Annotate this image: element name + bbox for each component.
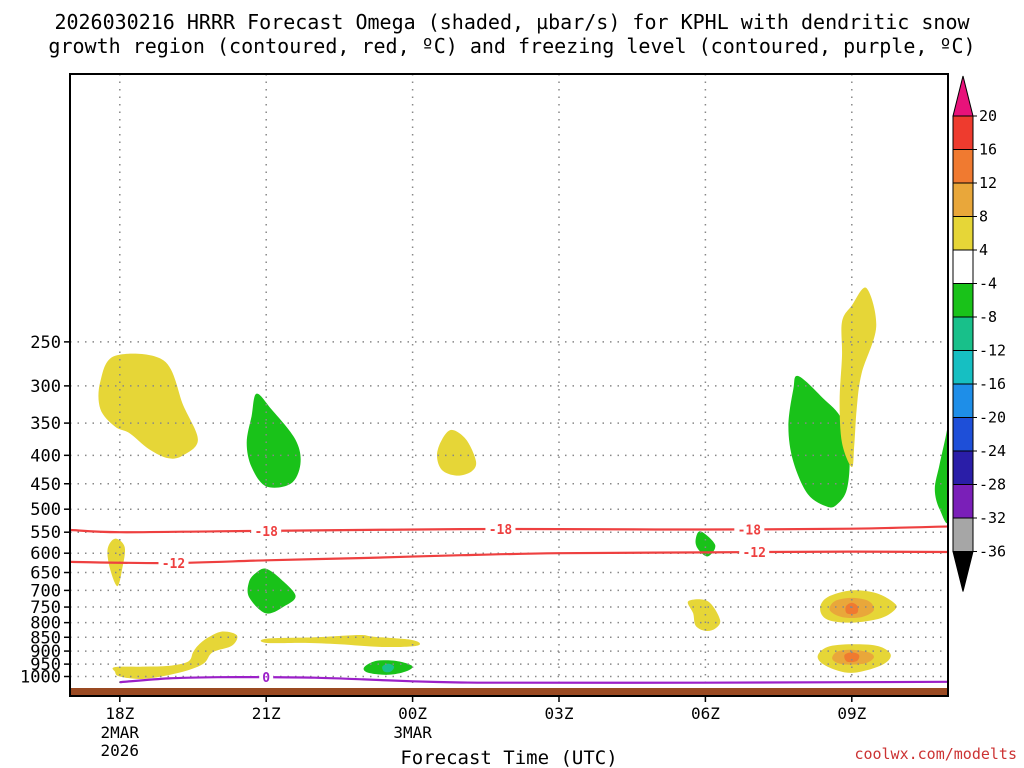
omega-12-09z-b <box>844 652 860 663</box>
omega-neg-21z-mid <box>247 568 296 614</box>
xtick-label-00Z: 00Z <box>398 704 427 723</box>
omega-8-23z-low <box>382 663 395 673</box>
ytick-label-950: 950 <box>30 655 61 675</box>
ytick-label-850: 850 <box>30 628 61 648</box>
colorbar-label-4: 4 <box>979 241 988 259</box>
ytick-label-400: 400 <box>30 446 61 466</box>
chart-title-line2: growth region (contoured, red, ºC) and f… <box>48 34 975 58</box>
colorbar-label-3: 8 <box>979 208 988 226</box>
colorbar-swatch-8 <box>952 350 974 385</box>
ytick-label-450: 450 <box>30 475 61 495</box>
colorbar-swatch-2 <box>952 149 974 184</box>
colorbar-label-13: -36 <box>979 543 1006 561</box>
colorbar-swatch-10 <box>952 417 974 452</box>
omega-shading <box>98 287 948 680</box>
dgz-top-label-2: -18 <box>738 523 762 538</box>
colorbar-swatch-7 <box>952 316 974 351</box>
freezing-level-line <box>119 675 948 684</box>
xtick-sublabel-18Z: 2MAR <box>101 723 140 742</box>
ytick-label-800: 800 <box>30 614 61 634</box>
dgz-top-label-bg-1 <box>485 522 516 537</box>
omega-pos-01z <box>437 429 477 476</box>
contours: -18 -18 -18 -12 -12 0 <box>70 522 948 686</box>
colorbar-swatch-12 <box>952 484 974 519</box>
omega-pos-17z-hook <box>112 631 238 680</box>
colorbar-swatch-11 <box>952 450 974 485</box>
dgz-top-label-1: -18 <box>489 523 513 538</box>
dgz-top-label-bg-2 <box>734 522 765 537</box>
dgz-bottom-label-bg-1 <box>739 545 770 560</box>
colorbar-label-9: -20 <box>979 409 1006 427</box>
gridlines <box>70 74 948 696</box>
xtick-label-03Z: 03Z <box>545 704 574 723</box>
omega-pos-upper-left <box>98 353 198 459</box>
colorbar: 20 16 12 8 4 -4 -8 -12 -16 -20 -24 -28 -32 -36 <box>952 75 1006 592</box>
colorbar-label-5: -4 <box>979 275 997 293</box>
omega-neg-07z-upper <box>788 375 850 508</box>
omega-pos-22z-low <box>260 634 421 648</box>
colorbar-swatch-9 <box>952 383 974 418</box>
dgz-bottom-label-bg-0 <box>158 555 189 570</box>
ytick-label-750: 750 <box>30 598 61 618</box>
dgz-top-label-0: -18 <box>254 525 278 540</box>
freezing-level-label-bg-0 <box>259 670 274 685</box>
xtick-sublabel-00Z: 3MAR <box>393 723 432 742</box>
colorbar-swatch-1 <box>952 115 974 150</box>
y-axis: 2503003504004505005506006507007508008509… <box>20 333 70 688</box>
omega-neg-10z-edge <box>934 419 948 524</box>
xtick-label-09Z: 09Z <box>837 704 866 723</box>
colorbar-swatch-13 <box>952 517 974 552</box>
ground-bar <box>70 688 948 696</box>
omega-12-09z-a <box>845 602 859 615</box>
colorbar-label-8: -16 <box>979 375 1006 393</box>
ytick-label-700: 700 <box>30 581 61 601</box>
ytick-label-250: 250 <box>30 333 61 353</box>
xtick-label-21Z: 21Z <box>252 704 281 723</box>
colorbar-label-7: -12 <box>979 342 1006 360</box>
ytick-label-350: 350 <box>30 414 61 434</box>
dgz-top-label-bg-0 <box>251 523 282 538</box>
ytick-label-600: 600 <box>30 544 61 564</box>
colorbar-label-6: -8 <box>979 308 997 326</box>
xtick-label-18Z: 18Z <box>105 704 134 723</box>
dgz-top-line <box>70 525 948 534</box>
dgz-bottom-line <box>70 550 948 565</box>
credit-text: coolwx.com/modelts <box>854 745 1017 763</box>
dgz-bottom-label-1: -12 <box>742 546 765 561</box>
omega-neg-21z <box>246 393 301 488</box>
dgz-bottom-label-0: -12 <box>162 557 185 572</box>
ytick-label-500: 500 <box>30 500 61 520</box>
colorbar-label-10: -24 <box>979 442 1006 460</box>
colorbar-label-11: -28 <box>979 476 1006 494</box>
chart-title-line1: 2026030216 HRRR Forecast Omega (shaded, … <box>54 10 970 34</box>
xtick-label-06Z: 06Z <box>691 704 720 723</box>
freezing-level-label-0: 0 <box>262 671 270 686</box>
colorbar-swatch-5 <box>952 249 974 284</box>
colorbar-bottom-arrow <box>952 551 974 592</box>
x-axis-label: Forecast Time (UTC) <box>400 747 617 768</box>
colorbar-label-12: -32 <box>979 509 1006 527</box>
colorbar-swatch-6 <box>952 283 974 318</box>
colorbar-swatch-4 <box>952 216 974 251</box>
colorbar-label-2: 12 <box>979 174 997 192</box>
colorbar-top-arrow <box>952 75 974 117</box>
colorbar-label-1: 16 <box>979 141 997 159</box>
xtick-year-18Z: 2026 <box>101 741 140 760</box>
ytick-label-900: 900 <box>30 642 61 662</box>
omega-neg-06z-mid <box>695 531 716 557</box>
ytick-label-650: 650 <box>30 564 61 584</box>
omega-pos-09z-upper <box>839 287 877 468</box>
ytick-label-1000: 1000 <box>20 668 61 688</box>
ytick-label-550: 550 <box>30 523 61 543</box>
colorbar-label-0: 20 <box>979 107 997 125</box>
ytick-label-300: 300 <box>30 377 61 397</box>
colorbar-swatch-3 <box>952 182 974 217</box>
omega-pos-06z-low <box>687 599 721 632</box>
plot-frame <box>69 73 949 697</box>
